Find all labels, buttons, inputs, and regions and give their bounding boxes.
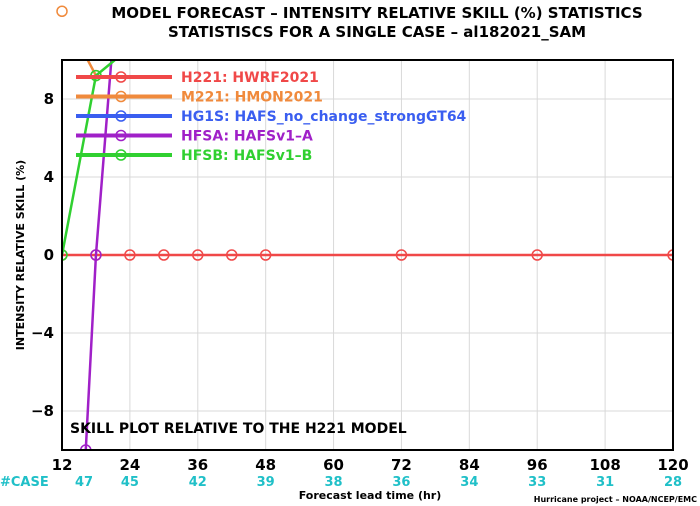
legend-label-hfsb: HFSB: HAFSv1–B [181, 148, 312, 164]
case-count: 45 [121, 475, 139, 490]
x-tick-label: 60 [323, 456, 344, 474]
x-tick-labels: 12 24 36 48 60 72 84 96 108 120 [52, 456, 689, 474]
case-count: 39 [257, 475, 275, 490]
series-layer [62, 60, 673, 450]
case-count: 34 [460, 475, 478, 490]
series-point-h221 [259, 249, 272, 261]
legend-label-h221: H221: HWRF2021 [181, 70, 319, 86]
series-point-h221 [124, 249, 136, 261]
legend: H221: HWRF2021 M221: HMON2021 HG1S: HAFS_n… [76, 70, 467, 164]
series-point-h221 [395, 249, 408, 261]
case-count: 47 [75, 475, 93, 490]
legend-label-hfsa: HFSA: HAFSv1–A [181, 129, 313, 145]
legend-marker-m221 [115, 90, 127, 103]
series-point-h221 [192, 249, 204, 261]
y-tick-label: −4 [31, 324, 54, 342]
case-count: 31 [596, 475, 614, 490]
series-point-hfsa [90, 249, 102, 261]
legend-marker-hfsb [115, 149, 127, 161]
x-tick-label: 96 [527, 456, 548, 474]
series-point-hfsb [62, 249, 68, 261]
legend-label-m221: M221: HMON2021 [181, 90, 323, 106]
series-point-h221 [158, 249, 170, 261]
y-tick-label: 8 [44, 90, 54, 108]
legend-marker-hg1s [115, 110, 127, 122]
case-count: 38 [325, 475, 343, 490]
y-tick-labels: −8 −4 0 4 8 [31, 90, 54, 420]
legend-marker-hfsa [115, 129, 127, 142]
x-tick-label: 12 [52, 456, 73, 474]
case-count-row: 47 45 42 39 38 36 34 33 31 28 [75, 475, 682, 490]
case-count: 42 [189, 475, 207, 490]
plot-frame [61, 59, 674, 451]
case-row-label: #CASE [0, 475, 49, 490]
y-axis-label: INTENSITY RELATIVE SKILL (%) [14, 160, 27, 350]
series-point-h221 [225, 249, 238, 261]
y-tick-label: 4 [44, 168, 54, 186]
x-tick-label: 24 [119, 456, 140, 474]
y-tick-label: 0 [44, 246, 54, 264]
series-point-hfsa [80, 444, 92, 450]
x-tick-label: 84 [459, 456, 480, 474]
case-count: 36 [392, 475, 410, 490]
chart-subtitle: STATISTISCS FOR A SINGLE CASE – al182021… [168, 23, 586, 41]
series-line-hfsa [84, 60, 113, 450]
case-count: 28 [664, 475, 682, 490]
x-tick-label: 120 [657, 456, 688, 474]
x-tick-label: 36 [187, 456, 208, 474]
series-line-m221 [86, 60, 98, 77]
legend-label-hg1s: HG1S: HAFS_no_change_strongGT64 [181, 109, 467, 125]
chart-title: MODEL FORECAST – INTENSITY RELATIVE SKIL… [111, 4, 642, 22]
series-point-h221 [531, 249, 543, 261]
relative-model-note: SKILL PLOT RELATIVE TO THE H221 MODEL [70, 421, 407, 437]
series-point-m221 [56, 5, 68, 17]
credit-line: Hurricane project – NOAA/NCEP/EMC [534, 495, 697, 504]
x-axis-label: Forecast lead time (hr) [299, 489, 442, 502]
series-point-h221 [667, 249, 673, 261]
overflow-markers [56, 5, 68, 17]
case-count: 33 [528, 475, 546, 490]
x-tick-label: 48 [255, 456, 276, 474]
x-tick-label: 108 [589, 456, 620, 474]
x-tick-label: 72 [391, 456, 412, 474]
legend-marker-h221 [115, 71, 127, 83]
y-tick-label: −8 [31, 402, 54, 420]
